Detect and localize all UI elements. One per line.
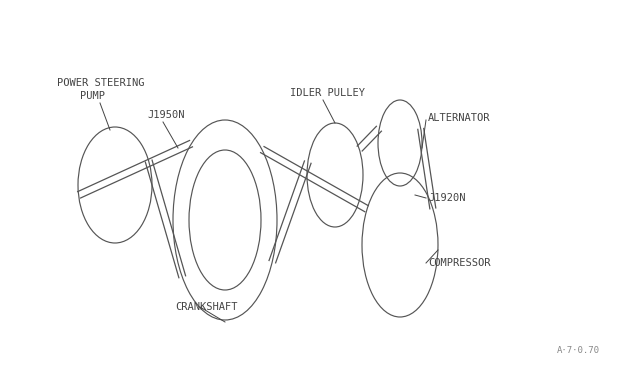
Text: PUMP: PUMP xyxy=(80,91,105,101)
Text: J1920N: J1920N xyxy=(428,193,465,203)
Text: J1950N: J1950N xyxy=(147,110,184,120)
Text: IDLER PULLEY: IDLER PULLEY xyxy=(290,88,365,98)
Text: ALTERNATOR: ALTERNATOR xyxy=(428,113,490,123)
Text: CRANKSHAFT: CRANKSHAFT xyxy=(175,302,237,312)
Text: POWER STEERING: POWER STEERING xyxy=(57,78,145,88)
Text: COMPRESSOR: COMPRESSOR xyxy=(428,258,490,268)
Text: A·7·0.70: A·7·0.70 xyxy=(557,346,600,355)
